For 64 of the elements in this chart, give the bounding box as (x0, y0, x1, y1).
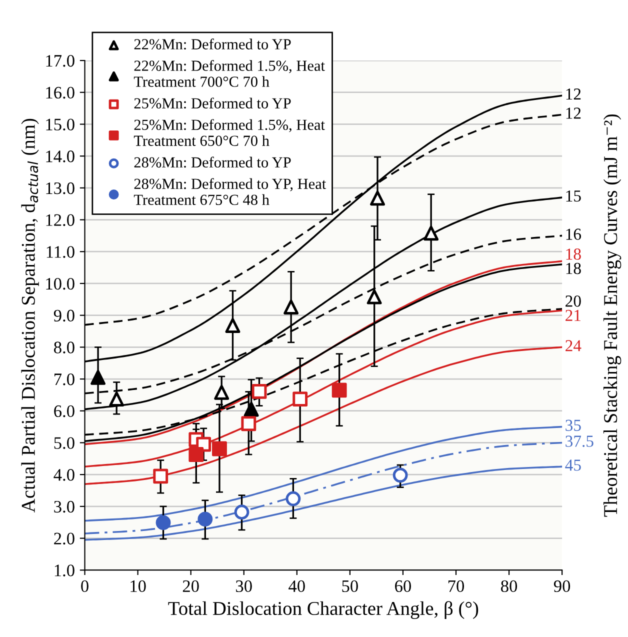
x-tick-label: 0 (81, 580, 88, 592)
point (214, 384, 230, 400)
x-tick-label: 30 (236, 580, 252, 592)
x-tick-label: 70 (448, 580, 464, 592)
series-label: 12 (566, 88, 581, 100)
y-tick-label: 4.0 (54, 469, 74, 481)
y-tick-label: 9.0 (54, 310, 74, 322)
point (225, 318, 240, 333)
legend-label: 25%Mn: Deformed 1.5%, Heat Treatment 650°C 70 h (134, 119, 325, 146)
series-label: 15 (566, 190, 581, 202)
point (332, 382, 347, 398)
y-tick-label: 8.0 (54, 342, 74, 354)
point (424, 226, 439, 241)
point (284, 300, 299, 314)
x-axis-title: Total Dislocation Character Angle, β (°) (168, 601, 478, 620)
y-tick-label: 5.0 (54, 437, 74, 449)
x-tick-label: 40 (288, 580, 305, 592)
y-tick-label: 2.0 (54, 532, 74, 545)
point (252, 384, 267, 399)
y-tick-label: 13.0 (46, 182, 74, 194)
series-label: 18 (566, 248, 581, 260)
legend-label: 22%Mn: Deformed to YP (134, 38, 291, 50)
y-tick-label: 15.0 (46, 118, 74, 130)
point (90, 370, 106, 385)
y-tick-label: 16.0 (46, 86, 74, 99)
series-label: 18 (566, 262, 581, 274)
x-tick-label: 60 (395, 580, 411, 592)
point (366, 289, 382, 304)
point (241, 416, 256, 432)
series-label: 16 (566, 228, 582, 240)
y-tick-label: 14.0 (46, 150, 74, 162)
legend-label: 25%Mn: Deformed to YP (134, 98, 291, 109)
point (370, 190, 385, 206)
series-label: 35 (566, 420, 581, 431)
point (153, 468, 168, 484)
series-label: 21 (566, 310, 581, 321)
point (109, 392, 124, 407)
point (292, 392, 308, 407)
series-label: 24 (566, 340, 582, 352)
series-label: 37.5 (566, 436, 594, 447)
x-tick-label: 90 (554, 580, 570, 592)
y-axis-title: Actual Partial Dislocation Separation, d$_{actual}$ (nm) (21, 118, 39, 512)
x-tick-label: 10 (130, 580, 146, 592)
legend-label: 28%Mn: Deformed to YP, Heat Treatment 675°C 48 h (134, 178, 326, 206)
legend-label: 22%Mn: Deformed 1.5%, Heat Treatment 700°C 70 h (134, 60, 325, 87)
y-tick-label: 12.0 (46, 214, 74, 226)
point (212, 441, 227, 456)
y-tick-label: 6.0 (54, 405, 74, 418)
point (188, 447, 204, 462)
series-label: 12 (566, 108, 581, 119)
y-tick-label: 17.0 (46, 54, 74, 67)
series-label: 20 (566, 296, 581, 307)
legend-label: 28%Mn: Deformed to YP (134, 156, 291, 168)
y-tick-label: 11.0 (46, 246, 74, 258)
y-tick-label: 3.0 (54, 500, 74, 513)
y-tick-label: 10.0 (46, 278, 74, 290)
series-label: 45 (565, 460, 581, 471)
x-tick-label: 80 (501, 580, 518, 592)
y-tick-label: 7.0 (54, 373, 74, 386)
x-tick-label: 50 (342, 580, 358, 592)
y2-axis-title: Theoretical Stacking Fault Energy Curves (mJ m⁻²) (603, 114, 622, 517)
x-tick-label: 20 (182, 580, 199, 592)
point (244, 402, 259, 417)
y-tick-label: 1.0 (54, 564, 74, 576)
